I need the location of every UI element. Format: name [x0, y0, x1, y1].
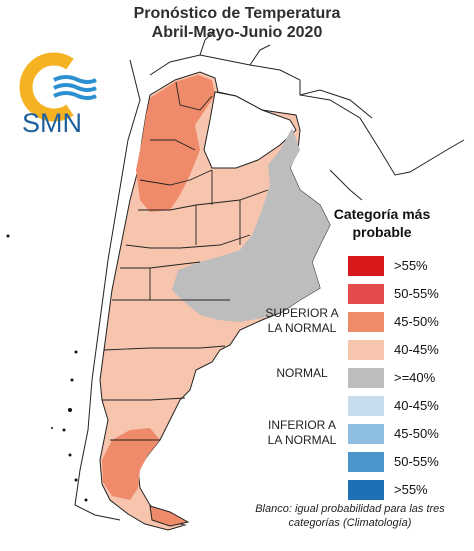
legend-item: >=40%: [348, 368, 458, 390]
chile-coast-islands: [6, 234, 88, 502]
legend-item: 45-50%: [348, 424, 458, 446]
legend-label: 50-55%: [394, 286, 439, 301]
legend-label: >55%: [394, 482, 428, 497]
legend-title: Categoría más probable: [333, 206, 431, 240]
legend-item: 50-55%: [348, 452, 458, 474]
legend-swatch: [348, 340, 384, 360]
legend-label: 40-45%: [394, 342, 439, 357]
legend-group-normal: NORMAL: [276, 366, 328, 380]
legend-swatch: [348, 312, 384, 332]
legend-item: >55%: [348, 256, 458, 278]
neighbour-borders: [74, 29, 465, 521]
sun-waves-logo-icon: [19, 52, 97, 122]
legend-note: Blanco: igual probabilidad para las tres…: [255, 503, 445, 529]
legend-group-superior: SUPERIOR A LA NORMAL: [265, 306, 339, 335]
legend-item: 45-50%: [348, 312, 458, 334]
legend-swatch: [348, 480, 384, 500]
argentina-territory: [99, 71, 331, 531]
legend-item: 50-55%: [348, 284, 458, 306]
title-line-2: Abril-Mayo-Junio 2020: [151, 24, 323, 41]
legend-swatch: [348, 424, 384, 444]
logo-text: SMN: [22, 108, 82, 138]
legend-item: 40-45%: [348, 396, 458, 418]
legend-label: 50-55%: [394, 454, 439, 469]
legend-label: >55%: [394, 258, 428, 273]
region-45-50-south: [102, 428, 160, 500]
region-normal-grey: [172, 128, 330, 322]
tierra-del-fuego: [149, 505, 190, 527]
region-white-north: [203, 91, 297, 169]
legend-item: 40-45%: [348, 340, 458, 362]
legend-swatch: [348, 396, 384, 416]
legend-label: 45-50%: [394, 314, 439, 329]
legend-swatch: [348, 284, 384, 304]
legend-item: >55%: [348, 480, 458, 502]
legend-label: 45-50%: [394, 426, 439, 441]
map-title: Pronóstico de Temperatura Abril-Mayo-Jun…: [0, 4, 474, 42]
legend-label: 40-45%: [394, 398, 439, 413]
title-line-1: Pronóstico de Temperatura: [133, 5, 341, 22]
legend-label: >=40%: [394, 370, 436, 385]
legend-swatch: [348, 256, 384, 276]
legend-swatch: [348, 452, 384, 472]
legend-group-inferior: INFERIOR A LA NORMAL: [267, 418, 337, 447]
legend-swatch: [348, 368, 384, 388]
